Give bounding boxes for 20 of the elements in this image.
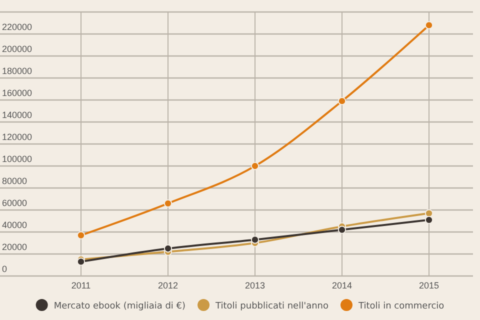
x-tick-label: 2012 xyxy=(158,280,178,290)
x-tick-label: 2013 xyxy=(244,280,266,290)
legend-label: Mercato ebook (migliaia di €) xyxy=(54,302,186,312)
y-tick-label: 0 xyxy=(2,264,8,274)
legend-label: Titoli pubblicati nell'anno xyxy=(214,302,329,312)
y-tick-label: 220000 xyxy=(2,22,32,32)
x-tick-label: 2011 xyxy=(71,280,91,290)
y-tick-label: 60000 xyxy=(2,198,28,208)
x-tick-label: 2015 xyxy=(418,280,440,290)
y-tick-label: 20000 xyxy=(2,242,28,252)
y-tick-label: 160000 xyxy=(2,88,32,98)
y-tick-label: 200000 xyxy=(2,44,32,54)
y-tick-label: 100000 xyxy=(2,154,32,164)
y-tick-label: 180000 xyxy=(2,66,32,76)
x-tick-label: 2014 xyxy=(332,280,352,290)
y-tick-label: 140000 xyxy=(2,110,32,120)
y-tick-label: 80000 xyxy=(2,176,28,186)
y-tick-label: 120000 xyxy=(2,132,32,142)
y-tick-label: 40000 xyxy=(2,220,28,230)
legend-label: Titoli in commercio xyxy=(358,302,445,312)
